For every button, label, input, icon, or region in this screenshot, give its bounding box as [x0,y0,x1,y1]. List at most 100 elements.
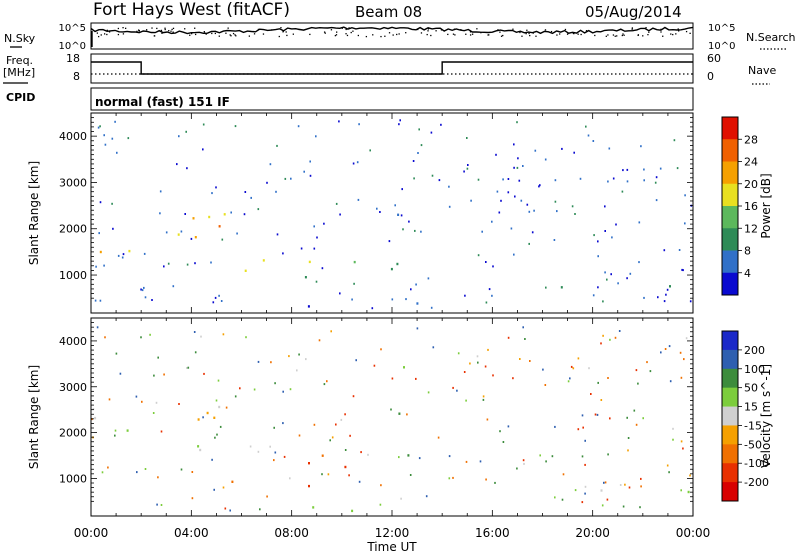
nsearch-dot [556,34,558,36]
echo-cell [477,254,480,257]
echo-cell [415,377,417,380]
echo-cell [187,366,190,369]
echo-cell [353,282,355,285]
echo-cell [352,162,355,165]
echo-cell [602,334,604,337]
echo-cell [430,131,433,134]
echo-cell [596,413,599,416]
colorbar-tick-label: -200 [744,476,769,489]
echo-cell [135,395,138,398]
nsearch-dot [564,28,567,31]
echo-cell [660,351,662,354]
echo-cell [289,388,292,391]
echo-cell [159,212,161,215]
nsearch-dot [352,30,354,32]
echo-cell [465,399,467,402]
echo-cell [629,272,632,275]
power-colorbar: 28 24 20 16 12 8 4 [721,116,758,296]
echo-cell [619,484,622,486]
echo-cell [410,288,412,291]
nsearch-dot [580,33,582,36]
echo-cell [577,428,580,431]
nsearch-dot [170,30,172,32]
nsearch-dot [454,34,456,36]
nsearch-dot [172,31,174,33]
echo-cell [186,367,188,369]
nsearch-dot [286,34,288,37]
echo-cell [215,186,217,189]
echo-cell [140,288,142,291]
velocity-echoes [91,326,691,513]
echo-cell [448,477,451,480]
echo-cell [562,473,565,476]
echo-cell [127,137,130,140]
echo-cell [269,163,272,166]
nsearch-dot [298,28,300,31]
echo-cell [231,480,234,483]
nsearch-dot [106,33,108,36]
echo-cell [282,422,284,425]
nsky-tick-bottom: 10^0 [59,41,86,52]
echo-cell [666,464,669,467]
echo-cell [464,294,466,297]
echo-cell [303,170,305,173]
velocity-xticks [90,318,694,516]
echo-cell [356,161,359,164]
echo-cell [203,372,205,375]
echo-cell [492,265,494,268]
nsearch-dot [117,33,120,36]
time-tick-label: 00:00 [676,526,711,540]
echo-cell [313,247,316,250]
colorbar-swatch [722,387,738,408]
nsearch-dot [211,32,213,35]
echo-cell [618,330,621,332]
echo-cell [391,298,394,301]
echo-cell [416,327,419,330]
echo-cell [114,120,116,123]
freq-label: Freq. [6,54,33,67]
echo-cell [627,449,629,452]
echo-cell [185,130,187,133]
colorbar-swatch [722,272,738,296]
nsearch-dot [685,30,688,33]
echo-cell [394,204,396,207]
echo-cell [200,335,202,338]
echo-cell [379,503,382,506]
echo-cell [351,298,353,301]
echo-cell [519,358,521,360]
nsearch-dot [309,33,311,36]
echo-cell [344,449,347,451]
echo-cell [467,164,469,166]
echo-cell [149,333,151,336]
nsearch-dot [184,28,186,30]
echo-cell [191,471,194,473]
nsearch-dot [528,32,530,35]
echo-cell [321,267,324,270]
echo-cell [680,489,682,492]
echo-cell [318,339,321,342]
nsearch-dot [678,30,680,32]
echo-cell [224,507,227,510]
echo-cell [469,362,471,365]
echo-cell [219,425,222,428]
echo-cell [500,199,502,202]
nsearch-dot [605,35,607,37]
echo-cell [351,509,354,513]
range-tick-label: 3000 [59,176,87,189]
echo-cell [308,484,310,488]
velocity-panel: 1000 2000 3000 4000 [59,317,694,517]
echo-cell [308,462,310,465]
echo-cell [683,358,685,361]
echo-cell [526,203,529,206]
echo-cell [157,476,159,479]
nsearch-dot [645,27,647,29]
nave-label: Nave [748,64,776,77]
echo-cell [590,393,592,395]
echo-cell [282,252,284,255]
echo-cell [396,262,399,266]
nsearch-dot [357,34,359,37]
echo-cell [172,285,175,288]
range-tick-label: 1000 [59,472,87,485]
echo-cell [633,409,636,412]
nsearch-dot [253,33,256,35]
